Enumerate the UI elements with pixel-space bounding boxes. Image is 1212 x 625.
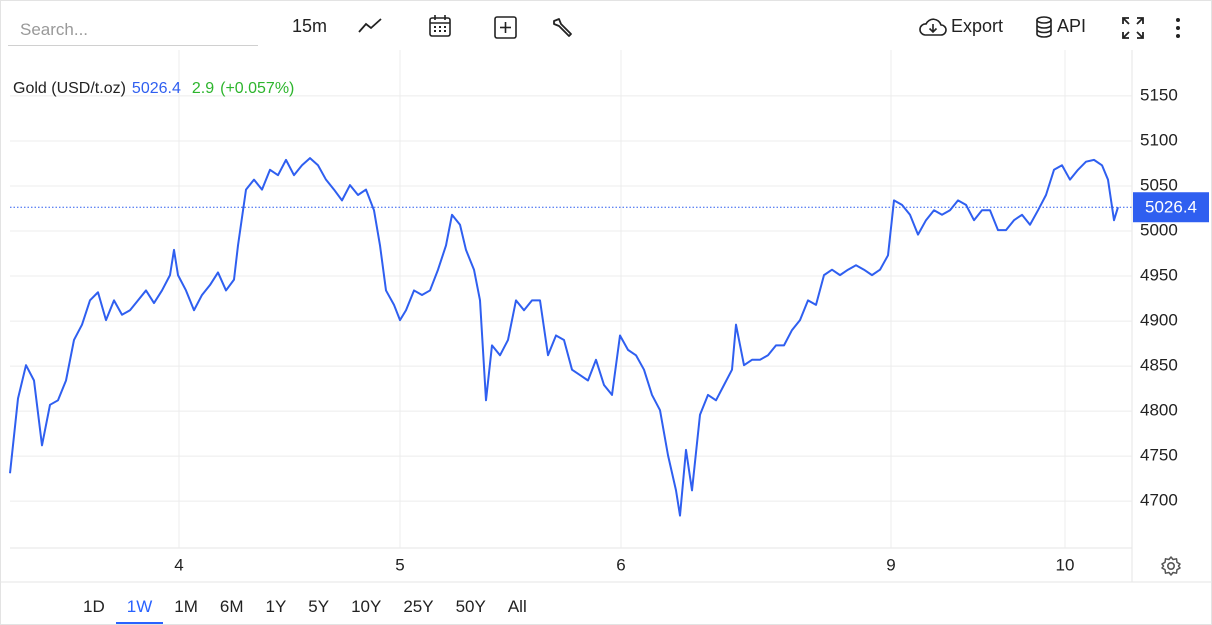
price-change-percent: (+0.057%)	[220, 80, 295, 97]
y-tick-label: 4850	[1140, 356, 1178, 375]
export-button[interactable]: Export	[951, 16, 1004, 36]
y-tick-label: 4700	[1140, 491, 1178, 510]
y-tick-label: 4900	[1140, 311, 1178, 330]
calendar-icon[interactable]	[428, 14, 452, 38]
x-tick-label: 10	[1056, 555, 1075, 574]
gear-icon[interactable]	[1160, 555, 1182, 577]
api-button[interactable]: API	[1057, 16, 1087, 36]
x-tick-label: 5	[395, 555, 404, 574]
price-tag	[1133, 192, 1209, 223]
range-button[interactable]: 1D	[83, 597, 105, 616]
price-line	[9, 157, 1119, 517]
more-menu-icon[interactable]	[1172, 16, 1184, 40]
range-button[interactable]: 10Y	[351, 597, 382, 616]
range-button[interactable]: 50Y	[455, 597, 486, 616]
y-tick-label: 4800	[1140, 401, 1178, 420]
y-tick-label: 4950	[1140, 266, 1178, 285]
range-button[interactable]: 6M	[219, 597, 244, 616]
price-change: 2.9	[191, 80, 215, 97]
export-icon[interactable]	[918, 16, 948, 38]
api-icon[interactable]	[1034, 15, 1054, 39]
settings-wrench-icon[interactable]	[551, 16, 575, 40]
range-button[interactable]: 1W	[115, 588, 164, 624]
series-name: Gold (USD/t.oz)	[13, 80, 126, 97]
fullscreen-icon[interactable]	[1120, 15, 1146, 41]
last-price: 5026.4	[131, 80, 181, 97]
interval-button[interactable]: 15m	[292, 16, 328, 36]
x-tick-label: 9	[886, 555, 895, 574]
range-selector: 1D 1W 1M 6M 1Y 5Y 10Y 25Y 50Y All	[72, 588, 538, 624]
range-button[interactable]: 25Y	[403, 597, 434, 616]
y-tick-label: 5150	[1140, 85, 1178, 104]
range-button[interactable]: 1Y	[265, 597, 287, 616]
legend: Gold (USD/t.oz) 5026.4 2.9 (+0.057%)	[13, 80, 294, 98]
range-button[interactable]: 1M	[174, 597, 198, 616]
y-tick-label: 4750	[1140, 446, 1178, 465]
search-input[interactable]: Search...	[8, 14, 258, 46]
y-tick-label: 5100	[1140, 130, 1178, 149]
range-button[interactable]: All	[507, 597, 527, 616]
x-tick-label: 4	[174, 555, 183, 574]
line-chart-icon[interactable]	[357, 16, 383, 36]
x-tick-label: 6	[616, 555, 625, 574]
add-indicator-icon[interactable]	[494, 16, 518, 40]
range-button[interactable]: 5Y	[308, 597, 330, 616]
price-tag-label: 5026.4	[1145, 198, 1197, 217]
y-tick-label: 5000	[1140, 220, 1178, 239]
y-tick-label: 5050	[1140, 175, 1178, 194]
